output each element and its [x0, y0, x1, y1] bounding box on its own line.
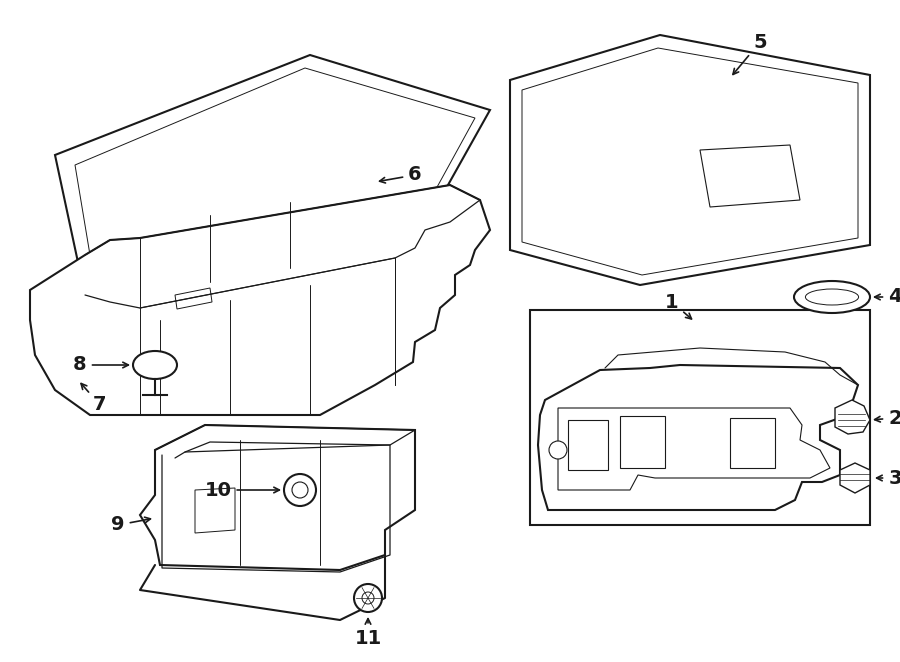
Polygon shape [835, 400, 870, 434]
Circle shape [284, 474, 316, 506]
Bar [530, 310, 870, 525]
Text: 5: 5 [733, 32, 767, 74]
Text: 2: 2 [875, 408, 900, 428]
Polygon shape [55, 55, 490, 295]
Circle shape [354, 584, 382, 612]
Circle shape [549, 441, 567, 459]
Text: 11: 11 [355, 619, 382, 647]
Circle shape [292, 482, 308, 498]
Text: 9: 9 [112, 516, 150, 534]
Text: 3: 3 [877, 469, 900, 487]
Polygon shape [510, 35, 870, 285]
Polygon shape [538, 365, 858, 510]
Polygon shape [30, 185, 490, 415]
Text: 1: 1 [665, 293, 691, 319]
Circle shape [362, 592, 374, 604]
Polygon shape [840, 463, 870, 493]
Text: 7: 7 [81, 383, 107, 414]
Text: 8: 8 [73, 355, 129, 375]
Text: 10: 10 [204, 481, 279, 500]
Text: 4: 4 [875, 287, 900, 307]
Text: 6: 6 [380, 166, 422, 185]
Polygon shape [140, 425, 415, 570]
Ellipse shape [806, 289, 859, 305]
Ellipse shape [794, 281, 870, 313]
Ellipse shape [133, 351, 177, 379]
